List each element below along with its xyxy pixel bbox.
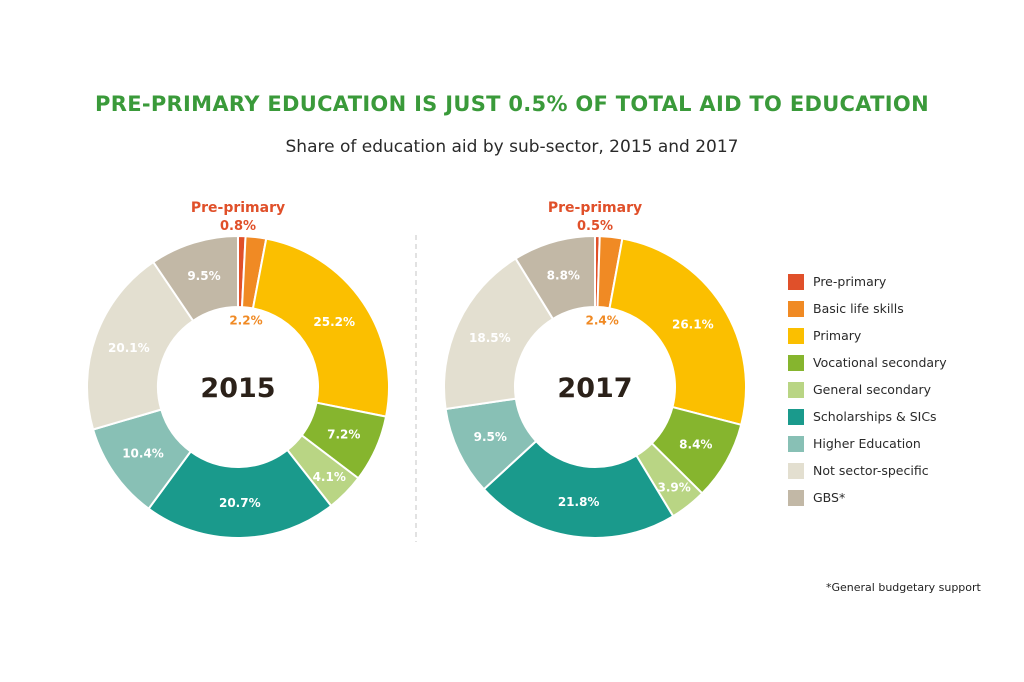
legend-item: GBS*	[788, 484, 947, 511]
chart-subtitle: Share of education aid by sub-sector, 20…	[285, 137, 739, 157]
legend-swatch	[788, 489, 804, 506]
data-label: 0.8%	[220, 219, 256, 234]
legend-item: Primary	[788, 322, 947, 349]
legend-swatch	[788, 408, 804, 425]
data-label: 2.4%	[586, 313, 619, 327]
donut-slice	[514, 234, 596, 321]
legend-item: Scholarships & SICs	[788, 403, 947, 430]
callout-label: Pre-primary	[191, 200, 285, 216]
donut-slice	[443, 257, 555, 411]
legend-label: Not sector-specific	[813, 463, 929, 478]
legend-item: Higher Education	[788, 430, 947, 457]
legend-label: Vocational secondary	[813, 355, 947, 370]
year-label: 2017	[557, 373, 632, 404]
legend-label: Basic life skills	[813, 301, 904, 316]
donut-slice	[151, 234, 239, 323]
footnote: *General budgetary support	[826, 581, 981, 594]
donut-slice	[147, 448, 333, 539]
legend-swatch	[788, 354, 804, 371]
legend-label: Primary	[813, 328, 862, 343]
data-label: 2.2%	[229, 313, 262, 327]
data-label: 8.8%	[547, 268, 580, 282]
legend-swatch	[788, 435, 804, 452]
legend-item: Not sector-specific	[788, 457, 947, 484]
data-label: 7.2%	[327, 428, 360, 442]
legend-label: Higher Education	[813, 436, 921, 451]
data-label: 18.5%	[469, 331, 511, 345]
data-label: 9.5%	[187, 269, 220, 283]
legend-label: Scholarships & SICs	[813, 409, 937, 424]
legend-item: General secondary	[788, 376, 947, 403]
legend-label: Pre-primary	[813, 274, 887, 289]
legend-label: General secondary	[813, 382, 932, 397]
donut-slice	[482, 439, 675, 539]
data-label: 25.2%	[313, 315, 355, 329]
data-label: 9.5%	[474, 430, 507, 444]
data-label: 10.4%	[122, 447, 164, 461]
legend-label: GBS*	[813, 490, 846, 505]
legend-swatch	[788, 462, 804, 479]
legend-swatch	[788, 273, 804, 290]
legend-item: Pre-primary	[788, 268, 947, 295]
legend-item: Basic life skills	[788, 295, 947, 322]
chart-title: PRE-PRIMARY EDUCATION IS JUST 0.5% OF TO…	[95, 92, 929, 116]
legend-item: Vocational secondary	[788, 349, 947, 376]
legend: Pre-primary Basic life skills Primary Vocat…	[788, 268, 947, 511]
data-label: 21.8%	[558, 495, 600, 509]
legend-swatch	[788, 381, 804, 398]
data-label: 26.1%	[672, 318, 714, 332]
callout-label: Pre-primary	[548, 200, 642, 216]
donut-slice	[251, 237, 390, 418]
legend-swatch	[788, 300, 804, 317]
data-label: 20.1%	[108, 341, 150, 355]
data-label: 3.9%	[658, 481, 691, 495]
data-label: 4.1%	[313, 470, 346, 484]
legend-swatch	[788, 327, 804, 344]
donut-slice	[608, 237, 747, 427]
year-label: 2015	[200, 373, 275, 404]
donut-slice	[86, 260, 195, 431]
data-label: 20.7%	[219, 496, 261, 510]
data-label: 0.5%	[577, 219, 613, 234]
data-label: 8.4%	[679, 437, 712, 451]
